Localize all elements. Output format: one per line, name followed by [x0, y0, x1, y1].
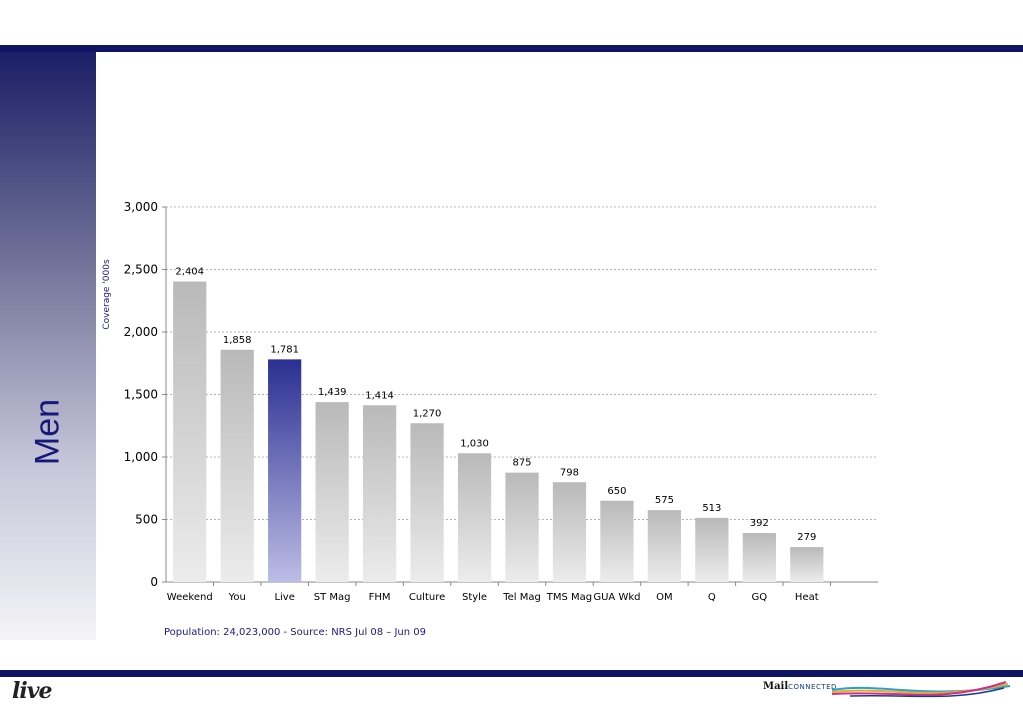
- x-tick-label: Culture: [409, 592, 445, 603]
- side-title: Men: [28, 398, 67, 466]
- y-tick-label: 3,000: [124, 200, 158, 214]
- swoosh-icon: [831, 681, 1011, 698]
- bar-weekend: [173, 281, 207, 582]
- connected-logo-text: CONNECTED: [788, 683, 837, 691]
- data-label: 1,781: [270, 344, 299, 355]
- data-label: 2,404: [175, 267, 204, 278]
- bar-culture: [410, 423, 444, 582]
- bar-chart: 0 500 1,000 1,500 2,000 2,500 3,000 Coverage '0…: [102, 200, 878, 603]
- bottom-accent-bar: [0, 670, 1023, 677]
- y-tick-label: 500: [135, 513, 158, 527]
- bar-you: [220, 349, 254, 582]
- data-label: 650: [607, 486, 626, 497]
- x-tick-label: Heat: [795, 592, 819, 603]
- bar-heat: [790, 547, 824, 582]
- y-tick-label: 2,500: [124, 263, 158, 277]
- data-label: 1,270: [413, 408, 442, 419]
- data-label: 1,858: [223, 335, 252, 346]
- x-tick-label: You: [228, 592, 246, 603]
- x-tick-label: Weekend: [167, 592, 213, 603]
- chart-container: 0 500 1,000 1,500 2,000 2,500 3,000 Coverage '0…: [96, 52, 1023, 672]
- mail-connected-logo: MailCONNECTED: [763, 681, 837, 692]
- data-label: 1,414: [365, 390, 394, 401]
- side-panel: Men: [0, 52, 96, 640]
- x-tick-label: GUA Wkd: [593, 592, 640, 603]
- bar-gua-wkd: [600, 500, 634, 582]
- data-label: 392: [750, 518, 769, 529]
- bar-tel-mag: [505, 472, 539, 582]
- data-label: 1,030: [460, 438, 489, 449]
- bar-q: [695, 517, 729, 582]
- data-label: 575: [655, 495, 674, 506]
- y-axis-title: Coverage '000s: [102, 259, 112, 330]
- x-tick-label: Live: [274, 592, 294, 603]
- y-tick-label: 1,000: [124, 450, 158, 464]
- y-tick-label: 0: [150, 575, 158, 589]
- y-tick-label: 1,500: [124, 388, 158, 402]
- x-tick-label: Q: [708, 592, 716, 603]
- data-label: 798: [560, 467, 579, 478]
- x-tick-label: TMS Mag: [546, 592, 592, 603]
- top-accent-bar: [0, 45, 1023, 52]
- data-label: 513: [702, 503, 721, 514]
- bar-tms-mag: [552, 482, 587, 582]
- x-tick-label: FHM: [369, 592, 391, 603]
- bar-live: [268, 359, 302, 582]
- live-logo: live: [12, 678, 52, 704]
- bar-style: [457, 453, 492, 582]
- x-tick-label: Style: [462, 592, 487, 603]
- mail-logo-text: Mail: [763, 681, 789, 692]
- bar-om: [647, 510, 682, 582]
- y-tick-label: 2,000: [124, 325, 158, 339]
- data-label: 279: [797, 532, 816, 543]
- x-tick-label: Tel Mag: [502, 592, 541, 603]
- x-tick-label: ST Mag: [314, 592, 351, 603]
- x-tick-label: GQ: [752, 592, 768, 603]
- bar-st-mag: [315, 402, 349, 582]
- data-label: 875: [512, 458, 531, 469]
- data-label: 1,439: [318, 387, 347, 398]
- x-tick-label: OM: [656, 592, 673, 603]
- source-note: Population: 24,023,000 - Source: NRS Jul…: [164, 627, 427, 638]
- bar-fhm: [362, 405, 397, 582]
- bar-gq: [742, 533, 776, 582]
